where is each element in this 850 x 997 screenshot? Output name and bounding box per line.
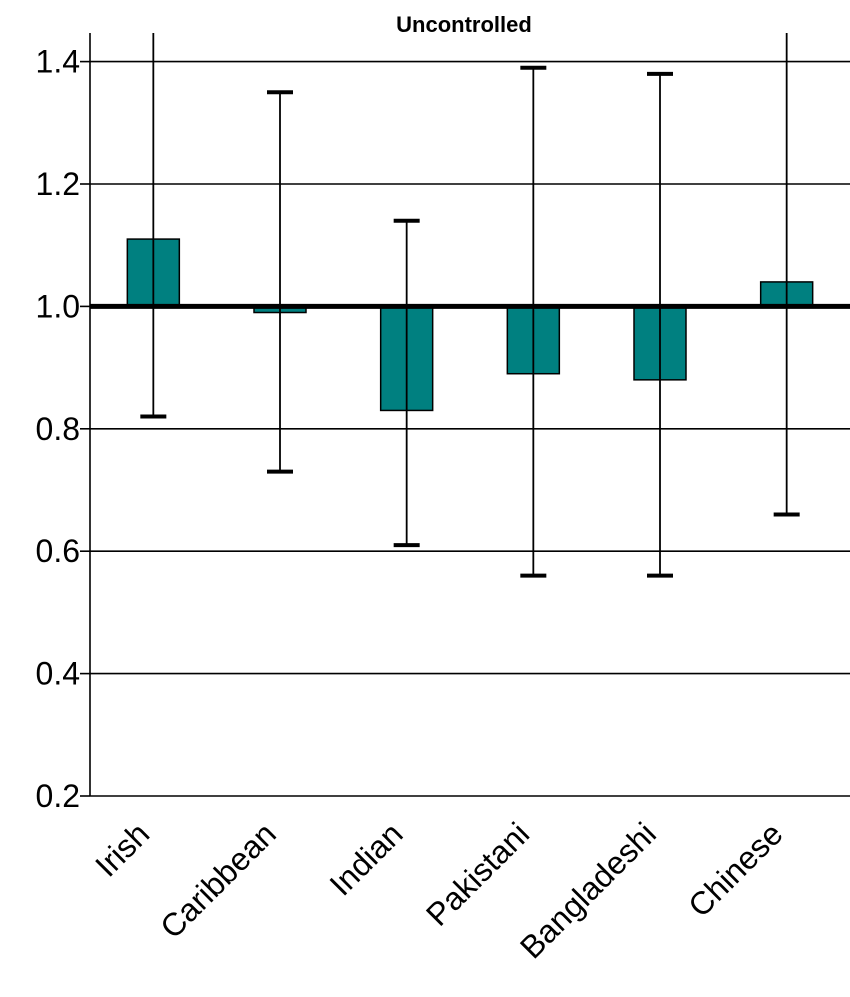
y-tick-label: 1.2	[36, 166, 80, 202]
bars	[126, 238, 814, 412]
gridlines	[90, 60, 850, 797]
y-tick-label: 0.8	[36, 411, 80, 447]
category-label: Caribbean	[153, 815, 283, 945]
y-tick-label: 1.4	[36, 44, 80, 80]
y-tick-labels: 0.2 0.4 0.6 0.8 1.0 1.2 1.4	[36, 44, 80, 814]
y-tick-label: 0.4	[36, 656, 80, 692]
y-tick-label: 1.0	[36, 288, 80, 324]
y-tick-label: 0.2	[36, 778, 80, 814]
chart-title: Uncontrolled	[396, 12, 532, 37]
category-label: Indian	[323, 815, 410, 902]
category-label: Bangladeshi	[513, 815, 663, 965]
category-label: Pakistani	[419, 815, 536, 932]
category-label: Chinese	[681, 815, 789, 923]
y-tick-label: 0.6	[36, 533, 80, 569]
category-label: Irish	[88, 815, 156, 883]
y-axis	[80, 33, 91, 797]
error-bars	[140, 33, 800, 578]
